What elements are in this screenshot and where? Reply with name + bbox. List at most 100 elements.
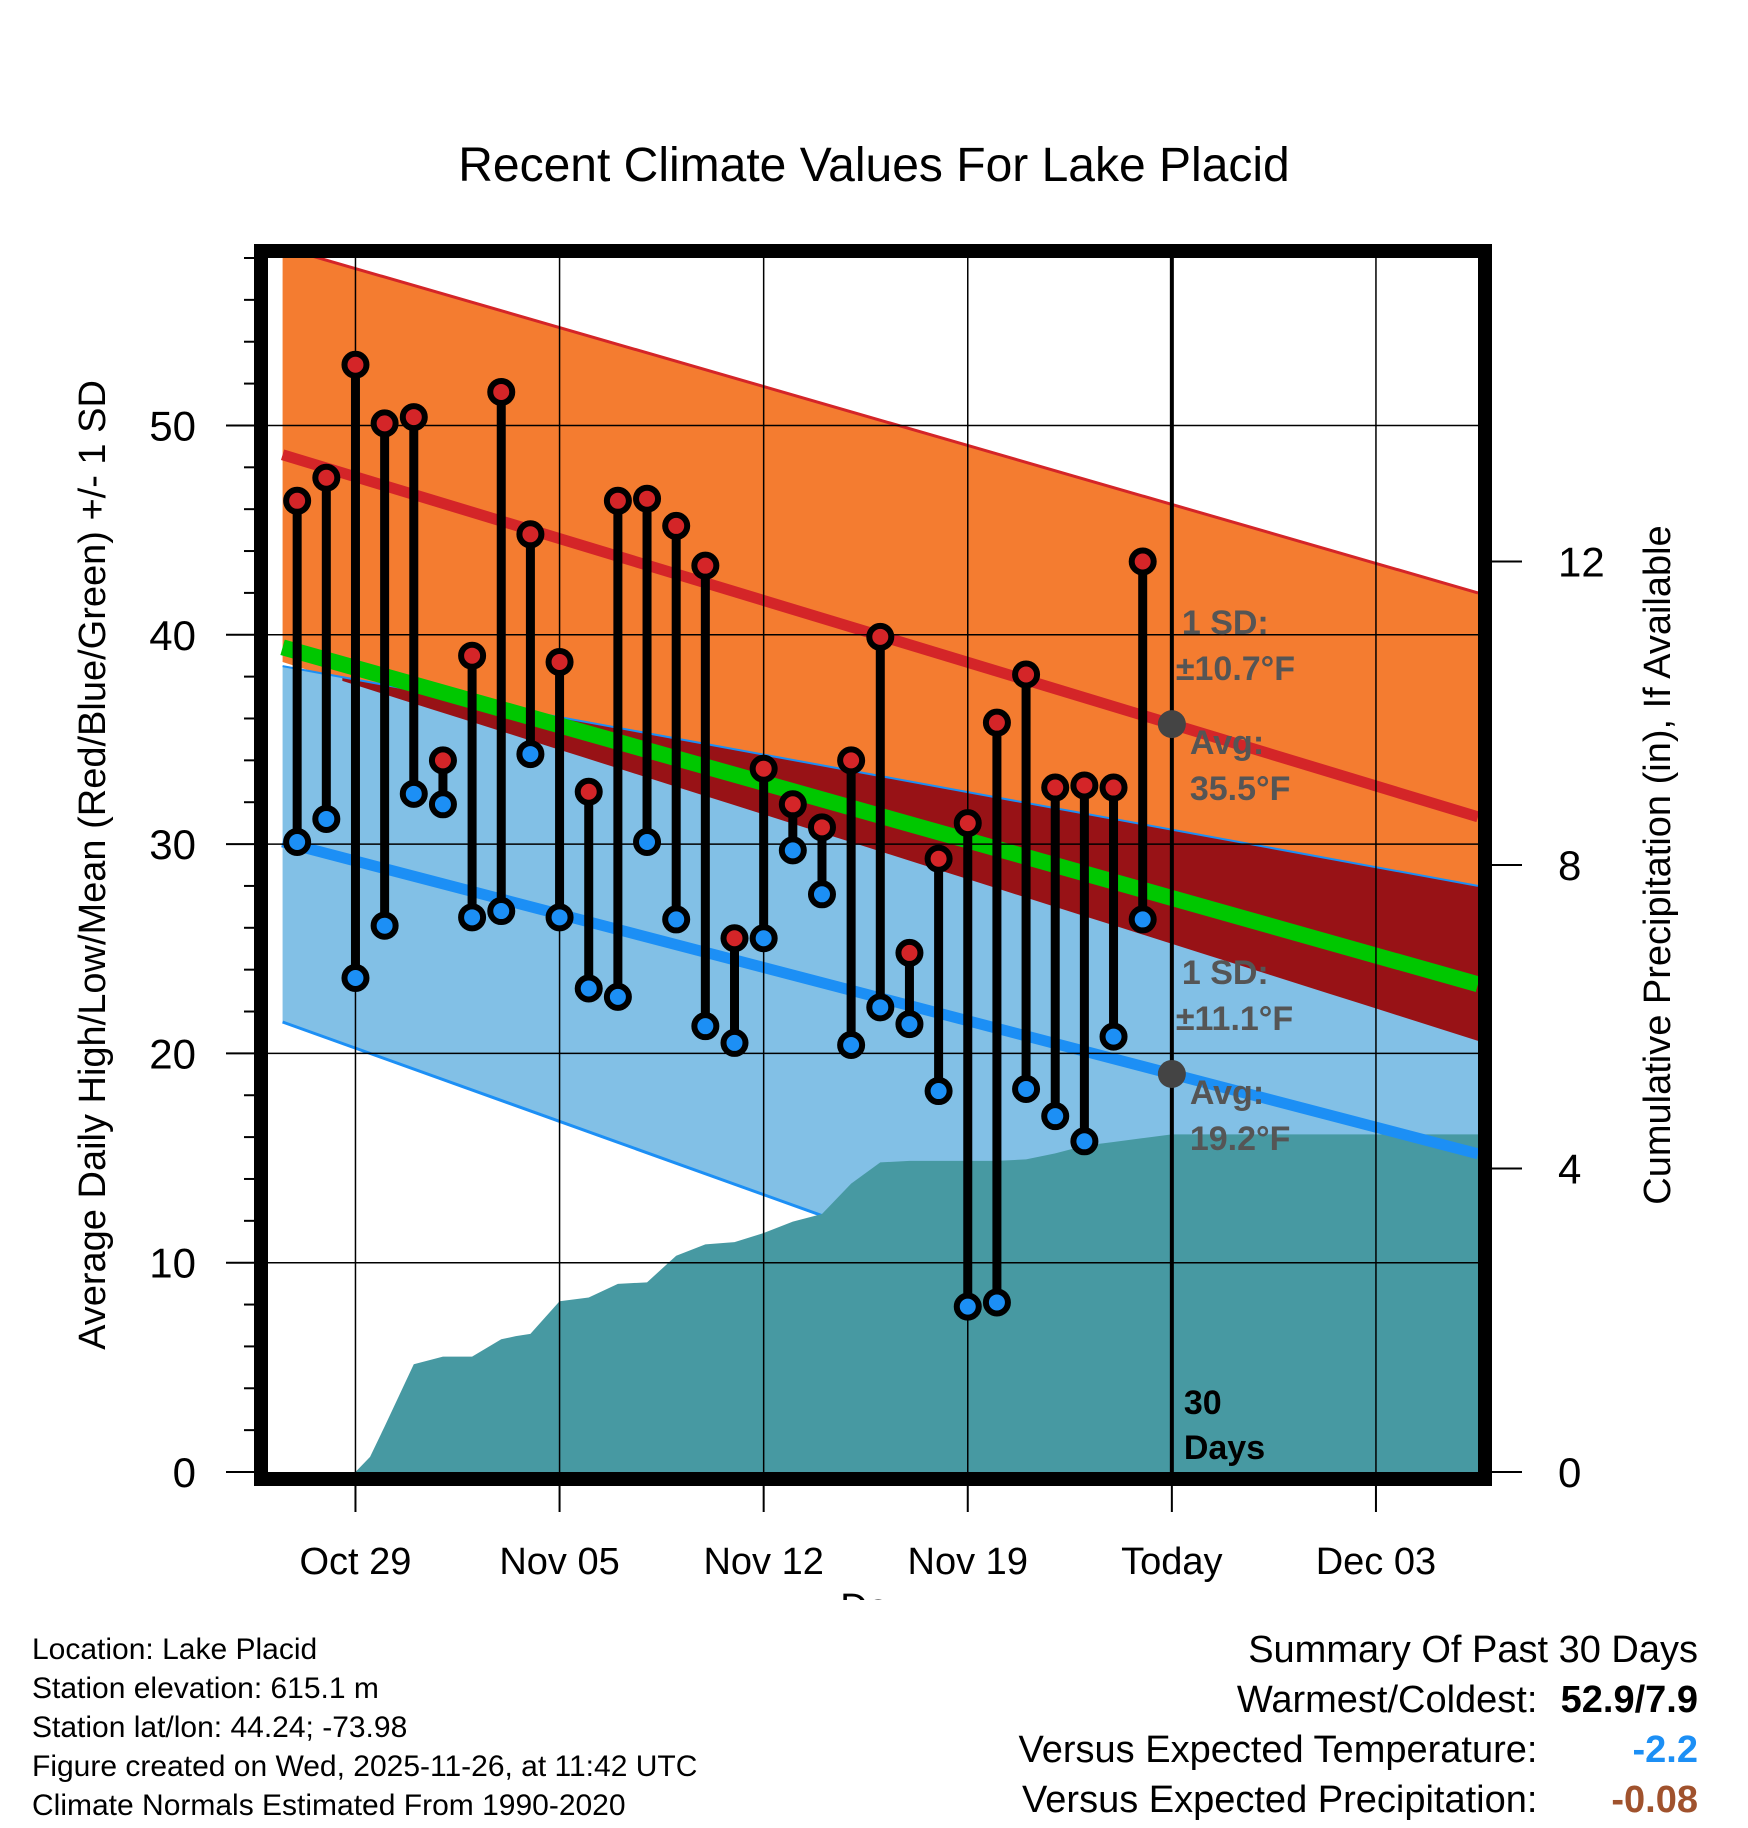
daily-high-point	[1099, 773, 1128, 802]
daily-low-point	[458, 903, 487, 932]
chart-title: Recent Climate Values For Lake Placid	[458, 139, 1290, 192]
daily-low-point	[428, 790, 457, 819]
daily-high-point	[691, 551, 720, 580]
window-days-unit: Days	[1184, 1429, 1265, 1467]
daily-low-point	[312, 804, 341, 833]
daily-low-point	[662, 905, 691, 934]
y-tick-label: 10	[149, 1240, 196, 1287]
today-avg-low-dot	[1157, 1059, 1186, 1088]
daily-low-point	[1012, 1074, 1041, 1103]
daily-low-point	[1128, 905, 1157, 934]
daily-high-point	[982, 708, 1011, 737]
y2-tick-label: 12	[1558, 539, 1605, 586]
daily-high-point	[399, 403, 428, 432]
low-sd-label: 1 SD:	[1182, 954, 1269, 992]
x-tick-label: Dec 03	[1316, 1541, 1436, 1583]
daily-high-point	[1041, 773, 1070, 802]
daily-high-point	[866, 622, 895, 651]
daily-low-point	[837, 1031, 866, 1060]
daily-high-point	[1012, 660, 1041, 689]
daily-high-point	[1070, 771, 1099, 800]
daily-high-point	[807, 813, 836, 842]
daily-low-point	[487, 897, 516, 926]
daily-high-point	[720, 924, 749, 953]
daily-high-point	[633, 484, 662, 513]
y-tick-label: 0	[173, 1449, 196, 1496]
plot-frame	[254, 244, 1492, 1486]
daily-low-point	[778, 836, 807, 865]
today-avg-high-dot	[1157, 710, 1186, 739]
x-tick-label: Nov 19	[908, 1541, 1028, 1583]
climate-chart: Recent Climate Values For Lake Placid 1 …	[72, 139, 1679, 1600]
daily-low-point	[807, 880, 836, 909]
y-tick-label: 40	[149, 612, 196, 659]
daily-high-point	[516, 520, 545, 549]
daily-low-point	[749, 924, 778, 953]
high-band-top-edge	[313, 258, 1478, 595]
daily-low-point	[1041, 1102, 1070, 1131]
daily-low-point	[895, 1010, 924, 1039]
daily-low-point	[691, 1012, 720, 1041]
daily-high-point	[545, 647, 574, 676]
y2-tick-label: 4	[1558, 1146, 1581, 1193]
y-tick-label: 50	[149, 402, 196, 449]
high-avg-label: Avg:	[1190, 724, 1264, 762]
daily-low-point	[341, 964, 370, 993]
y-axis-label: Average Daily High/Low/Mean (Red/Blue/Gr…	[72, 380, 114, 1350]
daily-high-point	[924, 844, 953, 873]
high-sd-label: 1 SD:	[1182, 604, 1269, 642]
daily-high-point	[953, 809, 982, 838]
x-tick-label: Oct 29	[299, 1541, 411, 1583]
daily-high-point	[749, 754, 778, 783]
footer-created: Figure created on Wed, 2025-11-26, at 11…	[32, 1750, 698, 1783]
daily-low-point	[574, 974, 603, 1003]
high-avg-value: 35.5°F	[1190, 770, 1291, 808]
daily-low-point	[370, 911, 399, 940]
daily-low-point	[720, 1028, 749, 1057]
daily-high-point	[895, 938, 924, 967]
daily-high-point	[662, 511, 691, 540]
daily-low-point	[982, 1288, 1011, 1317]
footer-info: Location: Lake Placid Station elevation:…	[32, 1630, 697, 1825]
summary-warmest-value: 52.9/7.9	[1560, 1679, 1698, 1721]
footer-location: Location: Lake Placid	[32, 1633, 318, 1666]
daily-high-point	[341, 350, 370, 379]
daily-high-point	[778, 790, 807, 819]
daily-low-point	[633, 827, 662, 856]
daily-high-point	[603, 486, 632, 515]
summary-title: Summary Of Past 30 Days	[1248, 1629, 1698, 1671]
daily-low-point	[1070, 1127, 1099, 1156]
footer-latlon: Station lat/lon: 44.24; -73.98	[32, 1711, 408, 1744]
low-sd-value: ±11.1°F	[1176, 1000, 1293, 1038]
summary-panel: Summary Of Past 30 Days Warmest/Coldest:…	[1019, 1625, 1698, 1825]
y2-tick-label: 0	[1558, 1449, 1581, 1496]
footer-normals: Climate Normals Estimated From 1990-2020	[32, 1789, 626, 1822]
daily-low-point	[1099, 1022, 1128, 1051]
daily-low-point	[399, 779, 428, 808]
y2-tick-label: 8	[1558, 842, 1581, 889]
daily-low-point	[866, 993, 895, 1022]
window-days-value: 30	[1184, 1384, 1222, 1422]
daily-high-point	[428, 746, 457, 775]
daily-low-point	[516, 740, 545, 769]
daily-high-point	[458, 641, 487, 670]
y2-axis-label: Cumulative Precipitation (in), If Availa…	[1637, 525, 1679, 1204]
summary-temp-row: Versus Expected Temperature: -2.2	[1019, 1725, 1698, 1775]
summary-precip-row: Versus Expected Precipitation: -0.08	[1019, 1775, 1698, 1825]
footer-elevation: Station elevation: 615.1 m	[32, 1672, 379, 1705]
x-tick-label: Nov 12	[703, 1541, 823, 1583]
daily-high-point	[1128, 547, 1157, 576]
daily-low-point	[603, 982, 632, 1011]
summary-temp-label: Versus Expected Temperature:	[1018, 1729, 1538, 1771]
summary-warmest-row: Warmest/Coldest: 52.9/7.9	[1019, 1675, 1698, 1725]
precip-area	[282, 1134, 1478, 1472]
high-sd-value: ±10.7°F	[1176, 650, 1295, 688]
summary-warmest-label: Warmest/Coldest:	[1236, 1679, 1538, 1721]
daily-low-point	[545, 903, 574, 932]
low-avg-value: 19.2°F	[1190, 1120, 1291, 1158]
x-tick-label: Nov 05	[499, 1541, 619, 1583]
daily-low-point	[953, 1292, 982, 1321]
x-tick-label: Today	[1121, 1541, 1222, 1583]
daily-high-point	[837, 746, 866, 775]
daily-high-point	[283, 486, 312, 515]
